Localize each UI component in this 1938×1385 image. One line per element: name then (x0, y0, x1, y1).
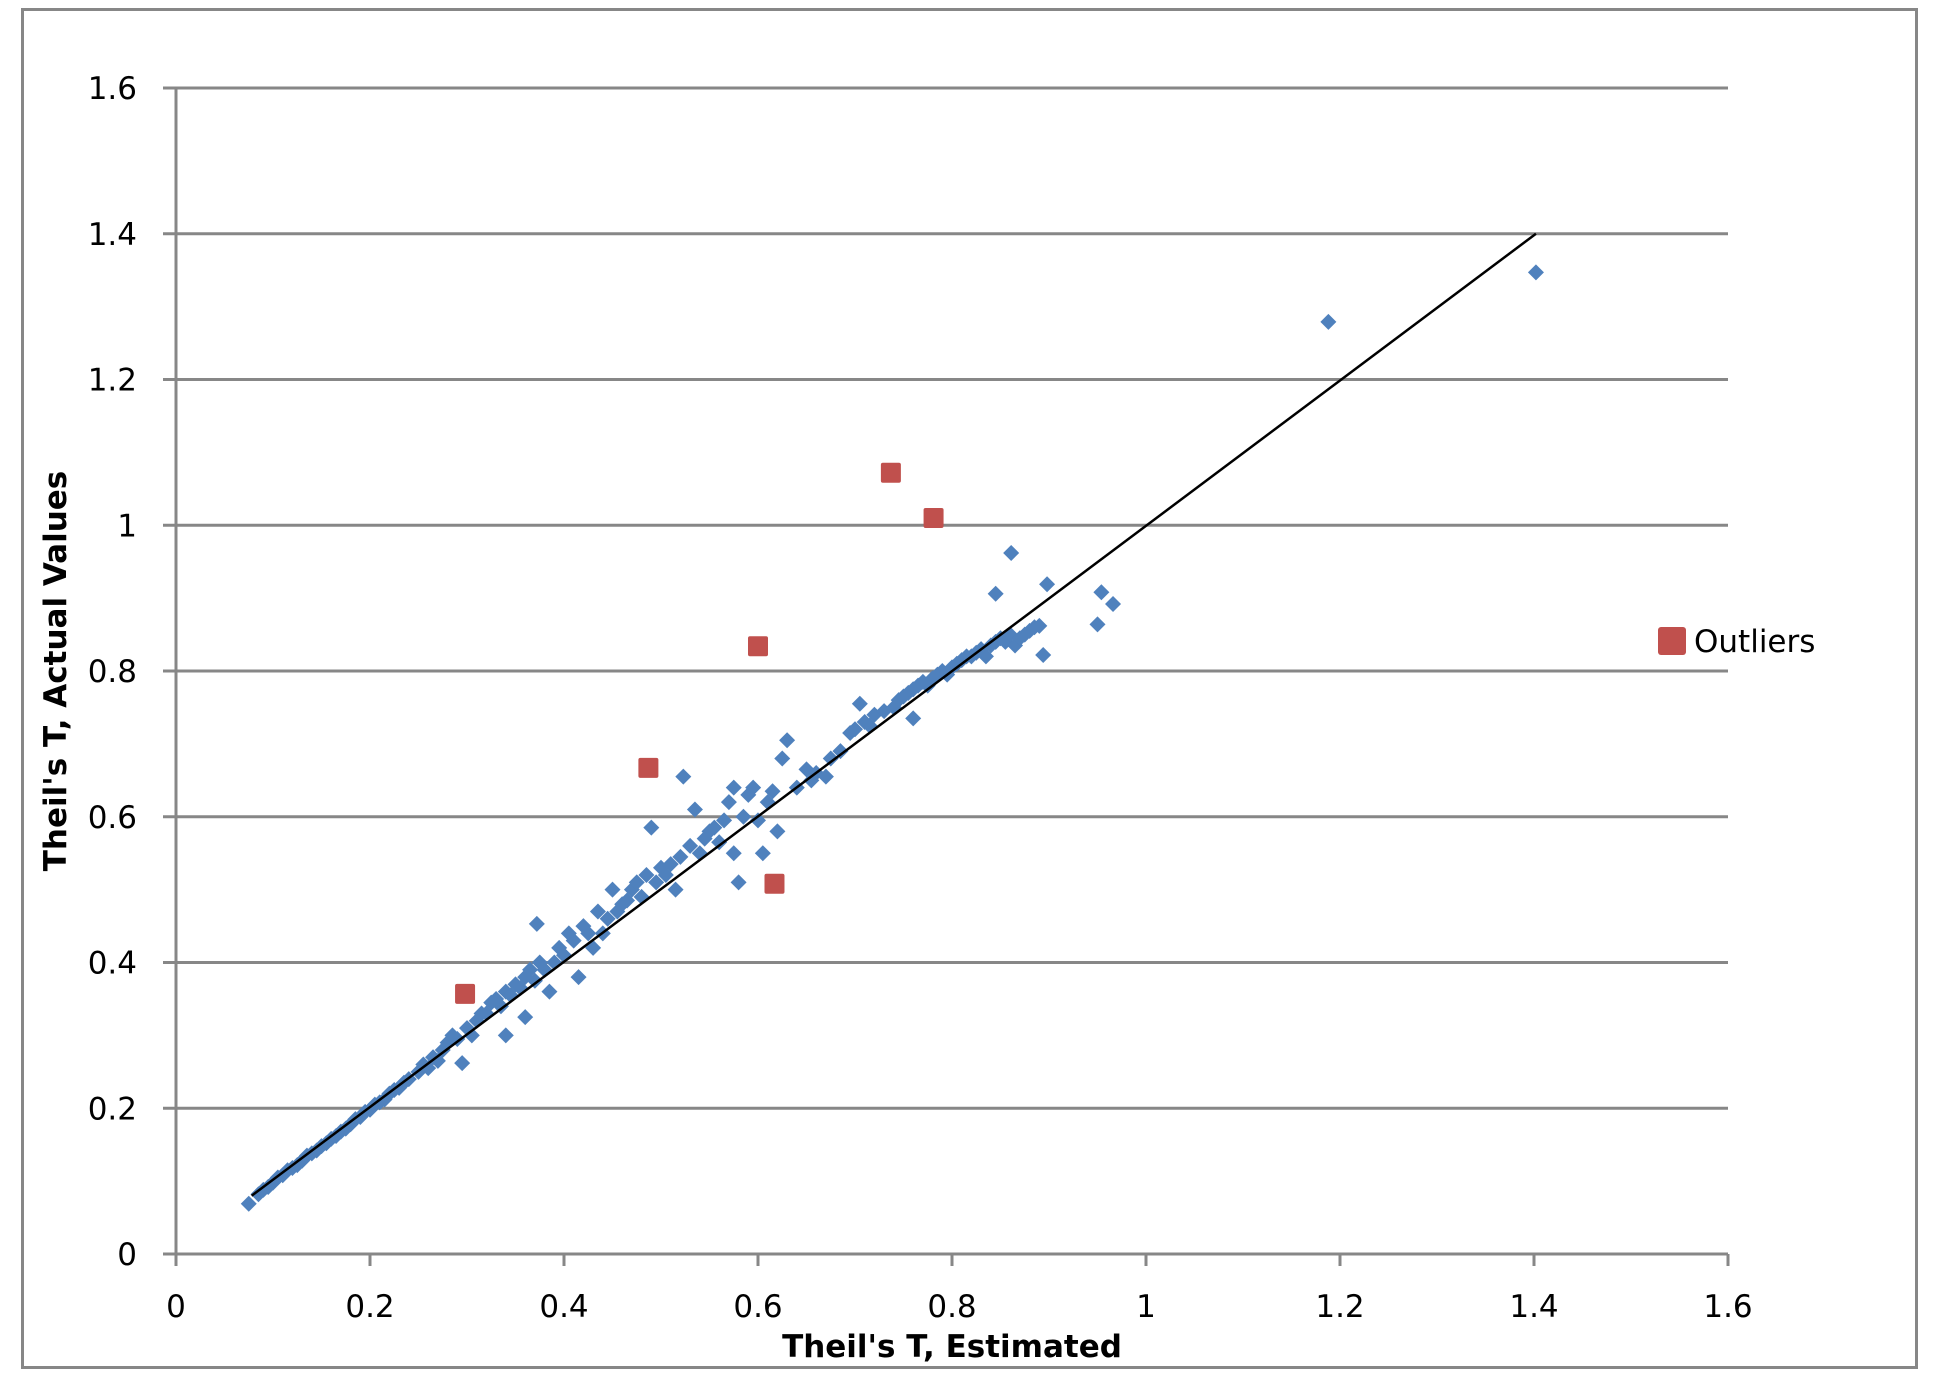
series-regions (240, 264, 1544, 1212)
data-point (541, 983, 558, 1000)
data-point (585, 939, 602, 956)
data-point (638, 867, 655, 884)
x-tick-label: 1 (1136, 1289, 1156, 1325)
data-point (643, 819, 660, 836)
data-point (580, 925, 597, 942)
data-point (497, 1027, 514, 1044)
data-point (492, 998, 509, 1015)
y-tick-label: 0.6 (88, 800, 137, 836)
data-point (769, 823, 786, 840)
data-point (1320, 313, 1337, 330)
data-point (528, 915, 545, 932)
x-axis-tick-labels: 0 0.2 0.4 0.6 0.8 1 1.2 1.4 1.6 (166, 1289, 1753, 1325)
data-point (851, 695, 868, 712)
data-point (682, 837, 699, 854)
y-tick-label: 1.6 (88, 71, 137, 107)
data-point (754, 845, 771, 862)
data-point (1039, 576, 1056, 593)
y-tick-label: 0.8 (88, 654, 137, 690)
data-point (905, 710, 922, 727)
data-point (706, 819, 723, 836)
data-point (675, 768, 692, 785)
data-point (711, 834, 728, 851)
data-point (662, 856, 679, 873)
data-point (526, 972, 543, 989)
y-tick-label: 1.2 (88, 363, 137, 399)
data-point (604, 881, 621, 898)
y-tick-label: 1.4 (88, 217, 137, 253)
gridlines (163, 86, 1728, 1256)
data-point (764, 783, 781, 800)
data-point (599, 910, 616, 927)
data-point (847, 721, 863, 738)
data-point (745, 779, 762, 796)
x-tick-label: 0.4 (539, 1289, 588, 1325)
data-point (628, 874, 645, 891)
data-point (779, 732, 796, 749)
data-point (589, 903, 606, 920)
outlier-point (923, 507, 944, 528)
outlier-point (455, 983, 476, 1004)
legend: Outliers (1658, 624, 1815, 660)
y-axis-tick-labels: 0 0.2 0.4 0.6 0.8 1 1.2 1.4 1.6 (88, 71, 137, 1273)
data-point (1527, 264, 1544, 281)
data-point (517, 1009, 534, 1026)
series-outliers (455, 462, 944, 1004)
data-series (240, 264, 1544, 1212)
data-point (987, 585, 1004, 602)
data-point (750, 812, 766, 829)
trend-line (250, 232, 1537, 1197)
data-point (725, 779, 742, 796)
data-point (672, 848, 689, 865)
x-tick-label: 0.2 (345, 1289, 394, 1325)
data-point (725, 845, 742, 862)
data-point (1035, 646, 1052, 663)
data-point (463, 1027, 480, 1044)
data-point (1105, 595, 1122, 612)
y-tick-label: 1 (117, 508, 137, 544)
data-point (240, 1195, 257, 1212)
data-point (449, 1031, 466, 1048)
outlier-point (748, 636, 768, 657)
legend-outliers-marker (1658, 627, 1686, 655)
data-point (570, 969, 587, 986)
y-tick-label: 0.4 (88, 946, 137, 982)
y-tick-label: 0 (117, 1237, 137, 1273)
data-point (565, 932, 582, 949)
data-point (502, 987, 519, 1004)
data-point (730, 874, 747, 891)
data-point (716, 812, 733, 829)
axes (174, 88, 1730, 1266)
data-point (774, 750, 791, 767)
x-tick-label: 0 (166, 1289, 186, 1325)
data-point (1031, 617, 1048, 634)
x-tick-label: 1.2 (1315, 1289, 1364, 1325)
x-tick-label: 0.6 (733, 1289, 782, 1325)
data-point (822, 750, 839, 767)
x-tick-label: 1.4 (1509, 1289, 1558, 1325)
data-point (817, 768, 834, 785)
x-tick-label: 1.6 (1703, 1289, 1752, 1325)
data-point (735, 808, 752, 825)
x-axis-title: Theil's T, Estimated (782, 1329, 1122, 1365)
outlier-point (638, 757, 659, 778)
outlier-point (880, 462, 901, 483)
outlier-point (764, 873, 785, 894)
data-point (667, 881, 684, 898)
data-point (686, 801, 703, 818)
data-point (1093, 584, 1110, 601)
y-tick-label: 0.2 (88, 1091, 137, 1127)
y-axis-title: Theil's T, Actual Values (38, 471, 74, 872)
data-point (832, 743, 849, 760)
data-point (1003, 544, 1020, 561)
x-tick-label: 0.8 (927, 1289, 976, 1325)
legend-outliers-label: Outliers (1694, 624, 1815, 660)
data-point (1089, 616, 1106, 633)
data-point (454, 1055, 471, 1072)
data-point (648, 874, 665, 891)
data-point (720, 794, 737, 811)
